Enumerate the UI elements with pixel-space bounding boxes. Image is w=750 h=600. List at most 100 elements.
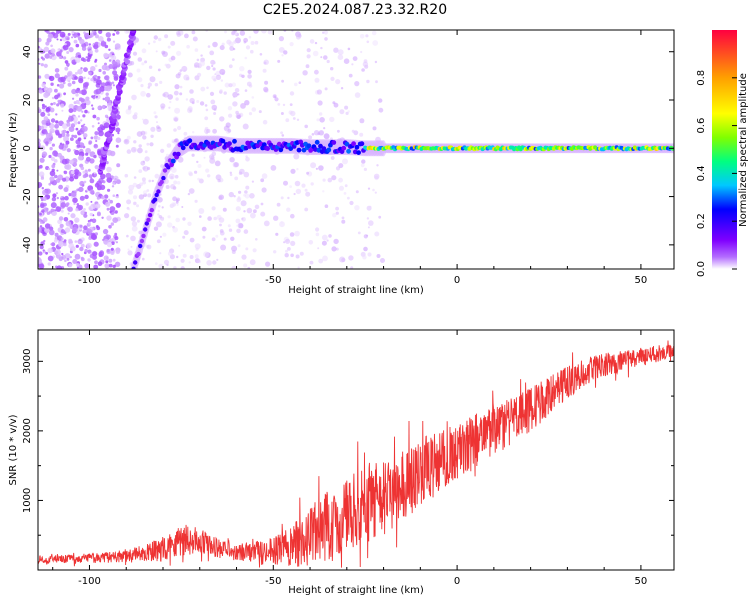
noise-dot	[105, 32, 112, 38]
noise-dot	[285, 118, 290, 123]
noise-dot	[45, 188, 51, 195]
noise-dot	[72, 97, 75, 100]
noise-dot	[172, 196, 178, 202]
noise-dot	[110, 247, 114, 251]
noise-dot	[66, 37, 70, 41]
noise-dot	[142, 180, 147, 185]
noise-dot	[176, 181, 181, 185]
ridge-dot	[154, 192, 159, 198]
noise-dot	[274, 97, 279, 102]
noise-dot	[209, 91, 215, 96]
noise-dot	[341, 216, 345, 220]
noise-dot	[130, 245, 133, 248]
ridge-dot	[152, 197, 158, 202]
noise-dot	[85, 99, 91, 106]
noise-dot	[238, 190, 242, 194]
noise-dot	[49, 146, 53, 151]
noise-dot	[134, 112, 138, 116]
noise-dot	[362, 255, 367, 260]
noise-dot	[344, 184, 348, 188]
noise-dot	[38, 263, 45, 269]
noise-dot	[251, 96, 255, 99]
noise-dot	[207, 174, 211, 178]
noise-dot	[74, 149, 80, 156]
noise-dot	[42, 50, 46, 54]
noise-dot	[38, 37, 42, 43]
noise-dot	[355, 190, 359, 194]
noise-dot	[321, 240, 327, 246]
noise-dot	[57, 48, 61, 51]
noise-dot	[231, 245, 238, 252]
noise-dot	[93, 264, 99, 269]
noise-dot	[200, 86, 206, 92]
noise-dot	[95, 203, 101, 209]
noise-dot	[248, 35, 252, 39]
noise-dot	[64, 66, 69, 71]
noise-dot	[248, 112, 253, 116]
noise-dot	[97, 136, 101, 141]
noise-dot	[261, 187, 267, 193]
noise-dot	[68, 47, 74, 53]
noise-dot	[354, 92, 361, 98]
noise-dot	[322, 190, 325, 193]
noise-dot	[88, 140, 93, 145]
noise-dot	[115, 127, 121, 133]
noise-dot	[62, 177, 67, 182]
noise-dot	[187, 106, 193, 112]
noise-dot	[45, 141, 49, 145]
noise-dot	[357, 231, 361, 235]
noise-dot	[38, 62, 41, 65]
noise-dot	[108, 263, 113, 268]
noise-dot	[136, 219, 140, 223]
noise-dot	[160, 103, 166, 109]
noise-dot	[51, 168, 55, 172]
ridge-dot	[136, 251, 141, 257]
noise-dot	[78, 78, 84, 84]
noise-dot	[228, 191, 234, 198]
ridge-dot	[301, 147, 307, 153]
noise-dot	[341, 219, 346, 224]
noise-dot	[283, 180, 288, 186]
noise-dot	[110, 222, 115, 226]
noise-dot	[220, 244, 227, 251]
noise-dot	[81, 110, 84, 113]
noise-dot	[64, 144, 69, 148]
noise-dot	[347, 110, 350, 113]
noise-dot	[45, 41, 50, 46]
snr-marks	[38, 340, 674, 568]
noise-dot	[318, 258, 324, 264]
noise-dot	[66, 130, 70, 134]
noise-dot	[273, 250, 277, 254]
noise-dot	[277, 59, 281, 63]
noise-dot	[116, 194, 119, 197]
noise-dot	[322, 255, 328, 262]
ridge-dot	[354, 144, 360, 150]
noise-dot	[141, 62, 145, 66]
noise-dot	[283, 241, 286, 244]
noise-dot	[326, 59, 330, 64]
noise-dot	[38, 89, 44, 94]
noise-dot	[320, 46, 323, 50]
noise-dot	[323, 133, 330, 139]
noise-dot	[180, 258, 185, 263]
noise-dot	[88, 32, 94, 38]
noise-dot	[187, 192, 191, 196]
noise-dot	[186, 44, 190, 49]
noise-dot	[310, 162, 317, 169]
noise-dot	[53, 239, 58, 243]
noise-dot	[61, 252, 64, 256]
noise-dot	[85, 56, 88, 59]
noise-dot	[250, 41, 255, 45]
spectrogram-chart: -100 -50 0 50 -40 -20 0 20 40 Height of straight…	[8, 29, 675, 296]
noise-dot	[316, 89, 322, 95]
noise-dot	[59, 49, 63, 54]
x-tick-label: 0	[454, 275, 460, 286]
noise-dot	[95, 95, 98, 98]
noise-dot	[68, 193, 72, 197]
noise-dot	[148, 179, 152, 183]
noise-dot	[95, 139, 98, 143]
y-tick-label: -20	[22, 188, 33, 204]
ridge-dot	[359, 141, 365, 147]
noise-dot	[362, 61, 369, 67]
noise-dot	[79, 180, 85, 187]
